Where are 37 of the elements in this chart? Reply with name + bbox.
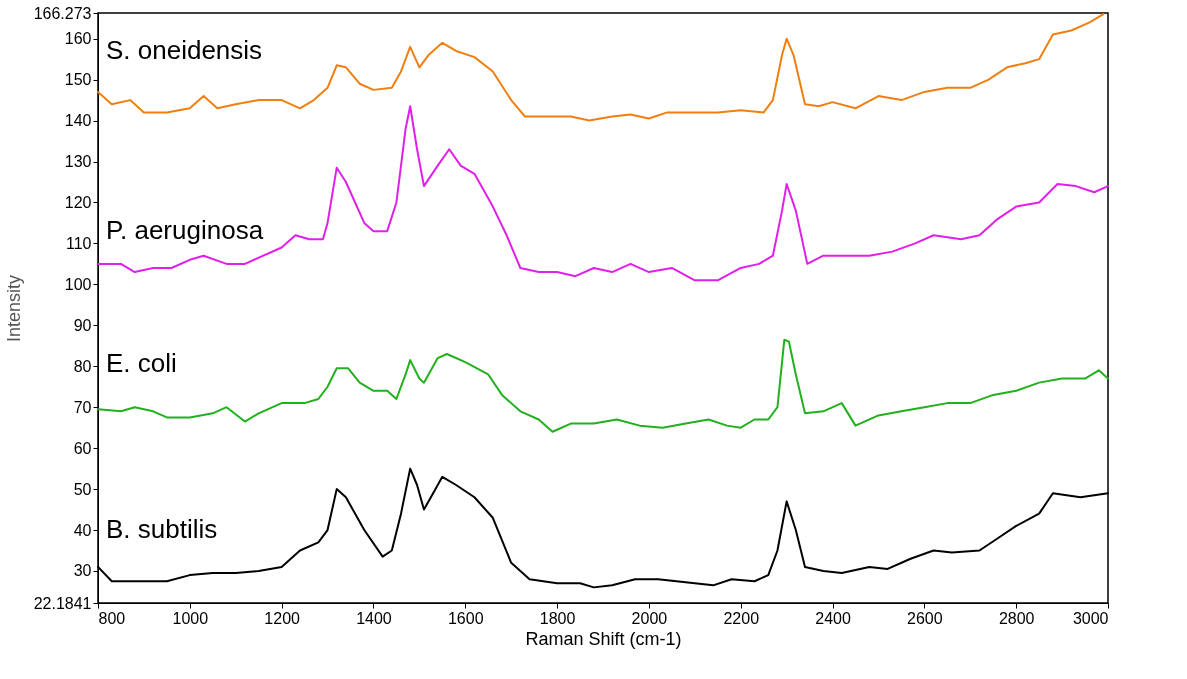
series-label: S. oneidensis [106,34,263,65]
y-tick-label: 90 [73,316,92,334]
y-tick-label: 166.273 [33,4,92,22]
x-tick-label: 1200 [264,609,301,627]
y-tick-label: 70 [73,398,92,416]
y-tick-label: 120 [64,193,92,211]
y-axis-title: Intensity [3,274,24,343]
x-tick-label: 1400 [356,609,392,627]
y-tick-label: 80 [73,357,92,375]
x-tick-label: 1000 [172,609,209,627]
y-tick-label: 40 [73,521,92,539]
x-tick-label: 1800 [539,609,576,627]
x-tick-label: 2400 [815,609,851,627]
y-tick-label: 50 [73,480,92,498]
x-axis-title: Raman Shift (cm-1) [525,628,682,649]
y-tick-label: 130 [64,153,92,171]
x-tick-label: 2000 [631,609,668,627]
x-tick-label: 2200 [723,609,760,627]
y-tick-label: 160 [64,30,92,48]
x-tick-label: 2600 [907,609,943,627]
line-series [97,13,1105,122]
y-tick-label: 22.1841 [33,594,92,612]
line-series [97,105,1109,282]
x-tick-label: 3000 [1072,609,1109,627]
x-tick-label: 800 [98,609,126,627]
y-tick-label: 30 [73,562,92,580]
y-tick-label: 150 [64,71,92,89]
y-tick-label: 60 [73,439,92,457]
y-tick-label: 140 [64,112,92,130]
series-label: E. coli [106,348,177,379]
y-tick-label: 110 [65,234,92,252]
x-tick-label: 2800 [998,609,1035,627]
x-tick-label: 1600 [447,609,484,627]
line-series [97,338,1109,433]
y-tick-label: 100 [64,275,92,293]
series-label: B. subtilis [106,514,218,545]
series-label: P. aeruginosa [106,215,264,246]
